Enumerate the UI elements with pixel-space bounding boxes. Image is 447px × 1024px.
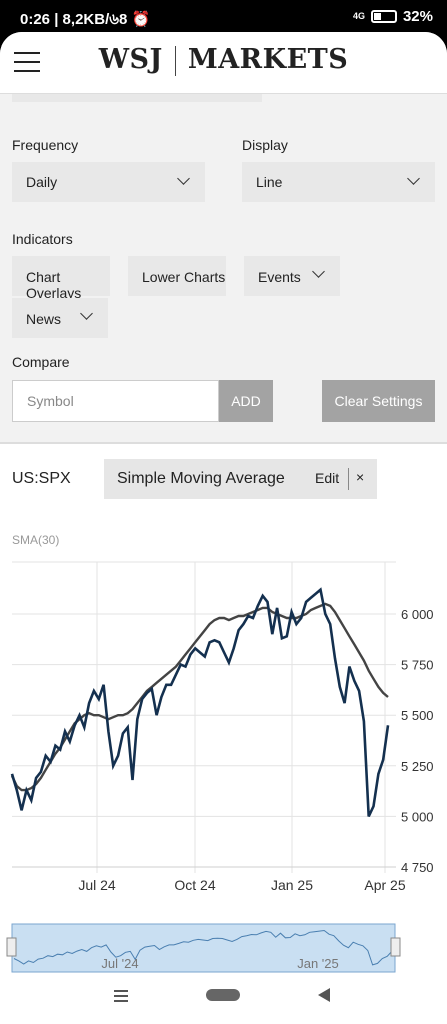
- chevron-down-icon: [177, 172, 190, 185]
- x-tick-label: Apr 25: [364, 877, 405, 893]
- indicator-name: Simple Moving Average: [117, 470, 285, 487]
- x-tick-label: Jul 24: [78, 877, 116, 893]
- battery-percent: 32%: [402, 8, 433, 25]
- y-tick-label: 5 250: [401, 759, 434, 774]
- status-time: 0:26 | 8,2KB/৬8 ⏰: [20, 11, 151, 28]
- chevron-down-icon: [80, 307, 93, 320]
- chevron-down-icon: [407, 172, 420, 185]
- wsj-markets-logo[interactable]: WSJ MARKETS: [0, 44, 447, 76]
- ticker-symbol: US:SPX: [12, 470, 71, 487]
- indicator-chip: Simple Moving Average Edit ×: [104, 459, 377, 499]
- compare-label: Compare: [12, 354, 70, 370]
- news-dropdown[interactable]: News: [12, 298, 108, 338]
- frequency-value: Daily: [26, 174, 58, 190]
- display-label: Display: [242, 137, 288, 153]
- chart-overlays-label: Chart Overlays: [26, 269, 82, 301]
- logo-divider: [174, 45, 176, 76]
- events-label: Events: [258, 269, 301, 285]
- lower-charts-label: Lower Charts: [142, 269, 226, 285]
- y-tick-label: 4 750: [401, 860, 434, 875]
- y-tick-label: 5 000: [401, 809, 434, 824]
- indicators-label: Indicators: [12, 231, 73, 247]
- price-chart[interactable]: SMA(30) 6 000 5 750 5 500 5 250 5 000 4 750 J…: [0, 506, 447, 986]
- logo-markets: MARKETS: [187, 44, 349, 75]
- app-container: WSJ MARKETS Frequency Daily Display Line …: [0, 32, 447, 1024]
- indicator-divider: [348, 468, 349, 490]
- x-tick-label: Jan 25: [271, 877, 313, 893]
- navigator-tick-label: Jan '25: [297, 956, 339, 971]
- navigator-line: [13, 929, 393, 966]
- price-line: [10, 587, 390, 817]
- home-button[interactable]: [206, 989, 240, 1001]
- navigator-right-handle[interactable]: [390, 937, 401, 957]
- display-select[interactable]: Line: [242, 162, 435, 202]
- navigator[interactable]: Jul '24 Jan '25: [6, 923, 401, 973]
- frequency-label: Frequency: [12, 137, 79, 153]
- add-button[interactable]: ADD: [219, 380, 273, 422]
- y-tick-label: 6 000: [401, 607, 434, 622]
- back-icon[interactable]: [318, 988, 330, 1002]
- x-axis-ticks: Jul 24 Oct 24 Jan 25 Apr 25: [78, 877, 406, 893]
- y-axis-ticks: 6 000 5 750 5 500 5 250 5 000 4 750: [401, 607, 434, 875]
- lower-charts-dropdown[interactable]: Lower Charts: [128, 256, 226, 296]
- hamburger-menu-icon[interactable]: [14, 52, 40, 72]
- chart-overlays-dropdown[interactable]: Chart Overlays: [12, 256, 110, 301]
- clear-settings-button[interactable]: Clear Settings: [322, 380, 435, 422]
- y-tick-label: 5 500: [401, 708, 434, 723]
- x-tick-label: Oct 24: [174, 877, 215, 893]
- android-nav-bar: [0, 976, 447, 1024]
- indicator-close-icon[interactable]: ×: [356, 469, 365, 485]
- display-value: Line: [256, 174, 283, 190]
- frequency-select[interactable]: Daily: [12, 162, 205, 202]
- page-header: WSJ MARKETS: [0, 32, 447, 94]
- network-indicator: 4G: [352, 11, 365, 21]
- indicator-edit-button[interactable]: Edit: [315, 470, 340, 486]
- chart-header: US:SPX Simple Moving Average Edit ×: [0, 446, 447, 506]
- status-bar: 0:26 | 8,2KB/৬8 ⏰ 4G 32%: [0, 0, 447, 34]
- chevron-down-icon: [312, 265, 325, 278]
- chart-settings-panel: Frequency Daily Display Line Indicators …: [0, 94, 447, 444]
- status-right: 4G 32%: [353, 8, 433, 25]
- events-dropdown[interactable]: Events: [244, 256, 340, 296]
- recent-apps-icon[interactable]: [114, 990, 128, 1002]
- navigator-left-handle[interactable]: [6, 937, 17, 957]
- y-tick-label: 5 750: [401, 658, 434, 673]
- navigator-tick-label: Jul '24: [101, 956, 138, 971]
- logo-wsj: WSJ: [98, 44, 163, 75]
- symbol-input[interactable]: [12, 380, 219, 422]
- news-label: News: [26, 311, 62, 327]
- chart-grid: [12, 561, 396, 873]
- battery-icon: [370, 10, 397, 23]
- panel-remnant: [12, 94, 262, 102]
- sma-legend-label: SMA(30): [12, 533, 59, 547]
- navigator-ticks: Jul '24 Jan '25: [101, 956, 338, 971]
